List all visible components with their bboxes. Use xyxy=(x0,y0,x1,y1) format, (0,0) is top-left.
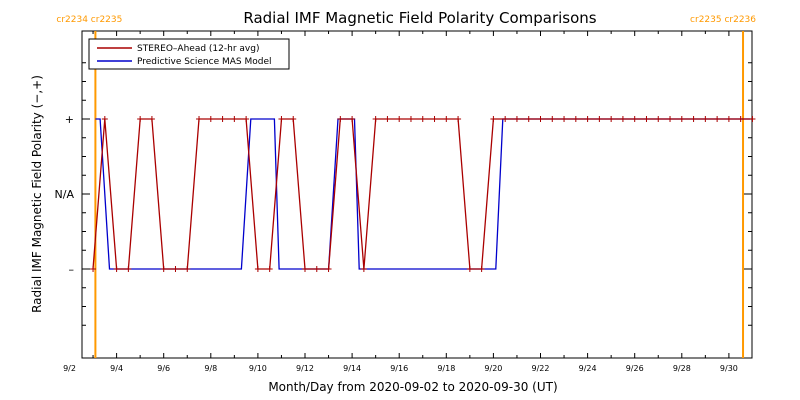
data-point-marker xyxy=(490,116,497,122)
data-point-marker xyxy=(419,116,426,122)
data-point-marker xyxy=(549,116,556,122)
data-point-marker xyxy=(160,266,167,272)
data-point-marker xyxy=(596,116,603,122)
x-axis-ticks: 9/2 9/4 9/6 9/8 9/10 9/12 9/14 9/16 9/18 9/20 9/22… xyxy=(63,31,738,373)
data-point-marker xyxy=(561,116,568,122)
data-point-marker xyxy=(502,116,509,122)
carrington-label: cr2234 cr2235 xyxy=(56,15,122,25)
data-point-marker xyxy=(349,116,356,122)
data-point-marker xyxy=(725,116,732,122)
x-tick-label: 9/2 xyxy=(63,364,76,373)
data-point-marker xyxy=(184,266,191,272)
data-point-marker xyxy=(643,116,650,122)
data-point-marker xyxy=(537,116,544,122)
data-point-marker xyxy=(125,266,132,272)
carrington-label: cr2235 cr2236 xyxy=(690,15,756,25)
data-point-marker xyxy=(407,116,414,122)
data-point-marker xyxy=(619,116,626,122)
data-point-marker xyxy=(113,266,120,272)
data-point-marker xyxy=(737,116,744,122)
y-axis-ticks: + N/A – xyxy=(55,62,752,326)
data-point-marker xyxy=(219,116,226,122)
x-tick-label: 9/18 xyxy=(437,364,455,373)
data-point-marker xyxy=(207,116,214,122)
data-point-marker xyxy=(431,116,438,122)
data-point-marker xyxy=(372,116,379,122)
x-tick-label: 9/10 xyxy=(249,364,267,373)
data-point-marker xyxy=(101,116,108,122)
y-tick-label: N/A xyxy=(55,188,75,201)
data-point-marker xyxy=(266,266,273,272)
data-point-marker xyxy=(749,116,756,122)
data-point-marker xyxy=(702,116,709,122)
x-tick-label: 9/24 xyxy=(579,364,597,373)
data-point-marker xyxy=(254,266,261,272)
series-stereo-ahead-hr-avg xyxy=(90,116,756,272)
carrington-rotation-labels: cr2234 cr2235 cr2235 cr2236 xyxy=(56,15,756,25)
data-point-marker xyxy=(525,116,532,122)
x-tick-label: 9/28 xyxy=(673,364,691,373)
data-point-marker xyxy=(278,116,285,122)
data-point-marker xyxy=(302,266,308,272)
legend-label-stereo: STEREO–Ahead (12-hr avg) xyxy=(137,44,259,54)
chart-title: Radial IMF Magnetic Field Polarity Compa… xyxy=(243,9,596,27)
y-tick-label: + xyxy=(65,113,74,126)
x-axis-label: Month/Day from 2020-09-02 to 2020-09-30 … xyxy=(268,380,557,394)
data-point-marker xyxy=(584,116,591,122)
x-tick-label: 9/30 xyxy=(720,364,738,373)
data-point-marker xyxy=(172,266,179,272)
data-point-marker xyxy=(243,116,250,122)
data-point-marker xyxy=(714,116,721,122)
data-point-marker xyxy=(137,116,144,122)
plot-frame xyxy=(81,30,753,359)
x-tick-label: 9/16 xyxy=(390,364,408,373)
carrington-rotation-lines xyxy=(94,31,745,358)
data-point-marker xyxy=(443,116,450,122)
data-point-marker xyxy=(325,266,332,272)
data-point-marker xyxy=(455,116,462,122)
data-point-marker xyxy=(513,116,520,122)
data-point-marker xyxy=(196,116,203,122)
x-tick-label: 9/6 xyxy=(157,364,170,373)
data-point-marker xyxy=(337,116,344,122)
series-line xyxy=(92,118,753,270)
y-axis-label: Radial IMF Magnetic Field Polarity (−,+) xyxy=(30,75,44,313)
data-point-marker xyxy=(90,266,97,272)
series-layer xyxy=(90,116,756,272)
data-point-marker xyxy=(396,116,403,122)
data-point-marker xyxy=(148,116,155,122)
data-point-marker xyxy=(655,116,662,122)
legend: STEREO–Ahead (12-hr avg) Predictive Scie… xyxy=(88,38,290,70)
data-point-marker xyxy=(360,266,367,272)
x-tick-label: 9/26 xyxy=(626,364,644,373)
data-point-marker xyxy=(478,266,485,272)
y-tick-label: – xyxy=(69,263,75,276)
legend-box xyxy=(88,38,290,70)
x-tick-label: 9/4 xyxy=(110,364,123,373)
data-point-marker xyxy=(690,116,697,122)
x-tick-label: 9/14 xyxy=(343,364,361,373)
data-point-marker xyxy=(231,116,238,122)
data-point-marker xyxy=(290,116,297,122)
legend-label-mas: Predictive Science MAS Model xyxy=(137,57,272,67)
data-point-marker xyxy=(608,116,615,122)
x-tick-label: 9/20 xyxy=(484,364,502,373)
data-point-marker xyxy=(678,116,685,122)
data-point-marker xyxy=(313,266,320,272)
data-point-marker xyxy=(384,116,391,122)
x-tick-label: 9/22 xyxy=(532,364,550,373)
x-tick-label: 9/8 xyxy=(204,364,217,373)
x-tick-label: 9/12 xyxy=(296,364,314,373)
data-point-marker xyxy=(667,116,674,122)
data-point-marker xyxy=(631,116,638,122)
data-point-marker xyxy=(466,266,473,272)
data-point-marker xyxy=(572,116,579,122)
